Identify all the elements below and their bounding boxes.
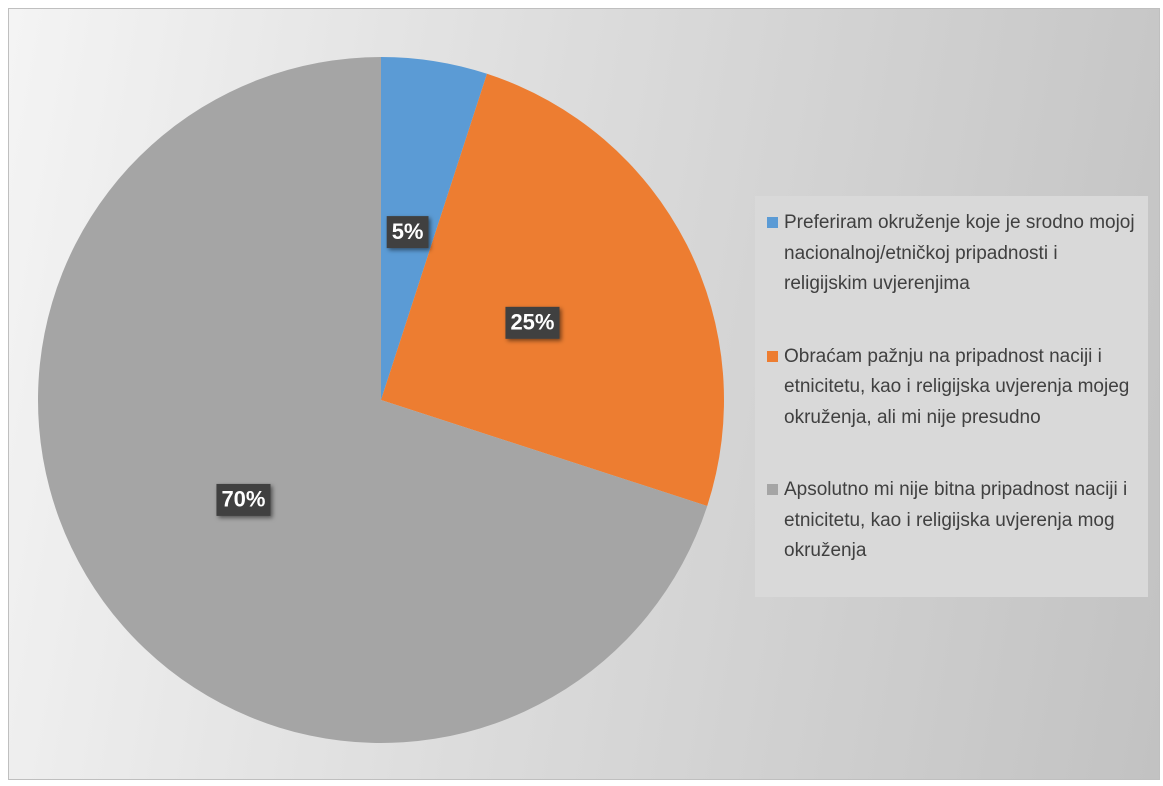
legend-item: Obraćam pažnju na pripadnost naciji i et… xyxy=(767,342,1138,434)
data-label-text: 5% xyxy=(392,219,424,244)
pie-slice xyxy=(381,57,487,400)
data-label-box xyxy=(386,216,429,249)
legend-swatch xyxy=(767,217,778,228)
data-label: 70% xyxy=(216,483,271,516)
legend-label: Preferiram okruženje koje je srodno mojo… xyxy=(784,212,1135,294)
data-label-box xyxy=(216,483,271,516)
legend-item: Apsolutno mi nije bitna pripadnost nacij… xyxy=(767,475,1138,567)
data-label: 5% xyxy=(386,216,429,249)
data-label-text: 70% xyxy=(221,487,265,512)
legend: Preferiram okruženje koje je srodno mojo… xyxy=(755,196,1148,597)
pie-slice xyxy=(381,73,725,506)
legend-swatch xyxy=(767,350,778,362)
legend-item: Preferiram okruženje koje je srodno mojo… xyxy=(767,208,1138,300)
data-label-text: 25% xyxy=(510,310,554,335)
legend-swatch xyxy=(767,484,778,495)
data-label: 25% xyxy=(505,306,560,339)
legend-label: Obraćam pažnju na pripadnost naciji i et… xyxy=(784,345,1130,428)
data-label-box xyxy=(505,306,560,339)
legend-label: Apsolutno mi nije bitna pripadnost nacij… xyxy=(784,479,1128,561)
pie-slice xyxy=(38,57,708,743)
